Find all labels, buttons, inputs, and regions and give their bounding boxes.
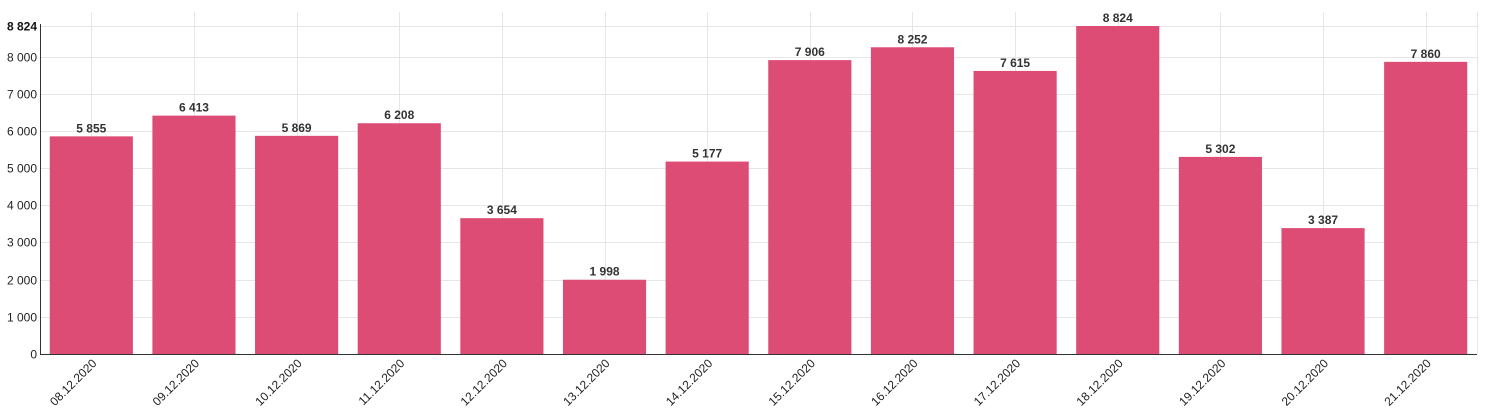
y-tick-label: 8 000 bbox=[7, 51, 37, 65]
data-label: 7 615 bbox=[1000, 56, 1030, 70]
y-tick-label: 1 000 bbox=[7, 311, 37, 325]
y-tick-label: 5 000 bbox=[7, 162, 37, 176]
data-label: 5 855 bbox=[76, 121, 106, 135]
y-max-label: 8 824 bbox=[7, 20, 37, 34]
x-tick-label: 08.12.2020 bbox=[47, 356, 100, 409]
bar[interactable] bbox=[1076, 26, 1160, 354]
bar[interactable] bbox=[973, 70, 1057, 355]
y-tick-label: 3 000 bbox=[7, 236, 37, 250]
y-tick-label: 4 000 bbox=[7, 199, 37, 213]
data-label: 7 906 bbox=[795, 45, 825, 59]
data-label: 8 252 bbox=[897, 32, 927, 46]
x-tick-label: 14.12.2020 bbox=[663, 356, 716, 409]
x-tick-label: 13.12.2020 bbox=[560, 356, 613, 409]
x-tick-label: 09.12.2020 bbox=[150, 356, 203, 409]
data-label: 5 302 bbox=[1205, 142, 1235, 156]
bar[interactable] bbox=[357, 123, 441, 354]
bar[interactable] bbox=[49, 136, 133, 354]
data-label: 6 413 bbox=[179, 101, 209, 115]
bar[interactable] bbox=[1384, 61, 1468, 354]
y-tick-label: 7 000 bbox=[7, 88, 37, 102]
bar[interactable] bbox=[1178, 156, 1262, 354]
data-label: 5 869 bbox=[282, 121, 312, 135]
y-tick-label: 6 000 bbox=[7, 125, 37, 139]
bar[interactable] bbox=[768, 60, 852, 355]
data-label: 6 208 bbox=[384, 108, 414, 122]
data-label: 8 824 bbox=[1103, 11, 1133, 25]
data-labels: 5 855 6 413 5 869 6 208 3 654 1 998 5 177 7 906… bbox=[76, 11, 1441, 279]
x-tick-label: 17.12.2020 bbox=[971, 356, 1024, 409]
bar[interactable] bbox=[1281, 228, 1365, 354]
bar[interactable] bbox=[562, 279, 647, 354]
bar[interactable] bbox=[665, 161, 749, 354]
data-label: 1 998 bbox=[590, 265, 620, 279]
x-tick-label: 19.12.2020 bbox=[1176, 356, 1229, 409]
x-tick-label: 20.12.2020 bbox=[1279, 356, 1332, 409]
x-tick-label: 18.12.2020 bbox=[1074, 356, 1127, 409]
x-tick-label: 15.12.2020 bbox=[766, 356, 819, 409]
bar[interactable] bbox=[870, 47, 955, 354]
bars bbox=[49, 26, 1468, 355]
data-label: 3 387 bbox=[1308, 213, 1338, 227]
bar[interactable] bbox=[255, 135, 339, 354]
bar[interactable] bbox=[152, 115, 236, 355]
y-tick-label: 2 000 bbox=[7, 274, 37, 288]
y-tick-label: 0 bbox=[30, 348, 37, 362]
data-label: 3 654 bbox=[487, 203, 517, 217]
data-label: 7 860 bbox=[1411, 47, 1441, 61]
x-tick-label: 16.12.2020 bbox=[868, 356, 921, 409]
x-tick-label: 21.12.2020 bbox=[1381, 356, 1434, 409]
data-label: 5 177 bbox=[692, 147, 722, 161]
x-tick-label: 11.12.2020 bbox=[356, 356, 408, 408]
x-tick-label: 12.12.2020 bbox=[458, 356, 511, 409]
bar[interactable] bbox=[460, 218, 544, 354]
x-tick-label: 10.12.2020 bbox=[252, 356, 305, 409]
